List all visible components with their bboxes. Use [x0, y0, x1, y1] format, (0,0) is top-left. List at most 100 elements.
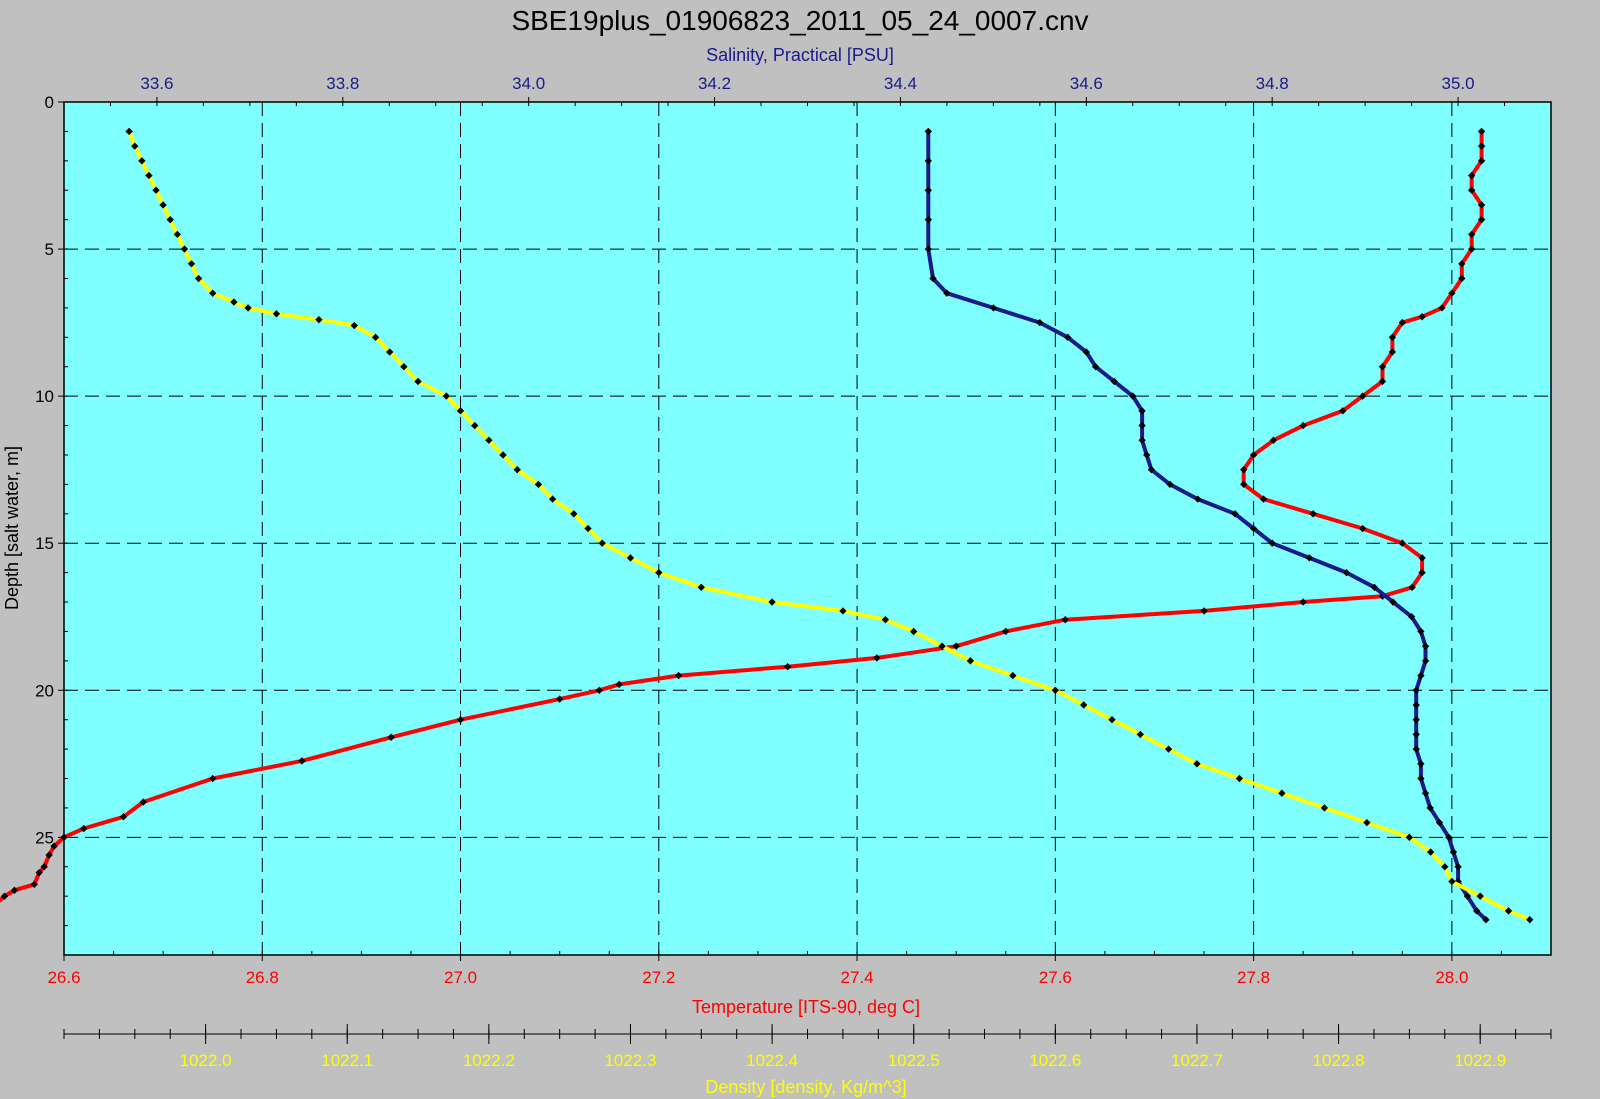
salinity-point — [1143, 451, 1151, 459]
density-point — [584, 524, 592, 533]
salinity-tick-label: 34.2 — [698, 74, 731, 93]
salinity-point — [1463, 892, 1472, 900]
density-point — [1051, 686, 1060, 694]
temperature-point — [1378, 377, 1387, 386]
temperature-point — [783, 663, 792, 671]
salinity-point — [1036, 318, 1044, 327]
salinity-point — [1426, 804, 1434, 812]
salinity-tick-label: 35.0 — [1442, 74, 1475, 93]
chart-title: SBE19plus_01906823_2011_05_24_0007.cnv — [511, 5, 1088, 36]
salinity-point — [1412, 730, 1420, 739]
temperature-tick-label: 27.0 — [444, 968, 477, 987]
density-point — [1164, 745, 1173, 753]
density-point — [1193, 760, 1201, 768]
density-point — [1426, 848, 1435, 856]
salinity-tick-label: 34.6 — [1070, 74, 1103, 93]
density-point — [194, 274, 203, 283]
temperature-point — [1477, 201, 1486, 209]
temperature-point — [674, 671, 683, 680]
temperature-point — [1200, 607, 1208, 615]
density-point — [131, 142, 139, 150]
salinity-point — [943, 289, 951, 297]
temperature-point — [139, 798, 147, 806]
salinity-point — [1138, 407, 1146, 415]
density-series — [125, 127, 1534, 924]
temperature-point — [1339, 407, 1347, 415]
salinity-point — [1473, 907, 1481, 915]
temperature-tick-label: 26.6 — [47, 968, 80, 987]
density-tick-label: 1022.1 — [321, 1051, 373, 1070]
density-axis-title: Density [density, Kg/m^3] — [705, 1077, 906, 1097]
density-point — [152, 186, 160, 194]
temperature-point — [387, 733, 395, 742]
temperature-point — [1418, 554, 1426, 562]
plot-area — [63, 101, 1552, 956]
density-point — [485, 436, 493, 444]
salinity-point — [1412, 745, 1420, 753]
temperature-tick-label: 27.8 — [1237, 968, 1270, 987]
density-point — [513, 465, 521, 474]
temperature-point — [298, 757, 306, 765]
depth-tick-label: 20 — [35, 681, 54, 700]
salinity-tick-label: 34.8 — [1256, 74, 1289, 93]
density-point — [371, 333, 380, 341]
salinity-point — [924, 216, 933, 224]
temperature-point — [1468, 230, 1476, 239]
density-tick-label: 1022.0 — [180, 1051, 232, 1070]
density-tick-label: 1022.7 — [1171, 1051, 1223, 1070]
salinity-point — [1412, 716, 1420, 724]
density-point — [315, 316, 323, 324]
density-point — [881, 616, 890, 624]
density-point — [145, 171, 153, 180]
salinity-point — [1412, 701, 1420, 709]
salinity-point — [929, 274, 937, 283]
density-point — [244, 304, 252, 312]
salinity-point — [1454, 863, 1462, 871]
temperature-point — [952, 642, 960, 650]
density-point — [534, 480, 543, 489]
density-tick-label: 1022.8 — [1313, 1051, 1365, 1070]
temperature-point — [1458, 274, 1466, 283]
salinity-point — [1342, 568, 1351, 577]
density-point — [125, 127, 133, 136]
density-point — [138, 157, 146, 165]
density-tick-label: 1022.5 — [888, 1051, 940, 1070]
salinity-point — [989, 304, 998, 312]
depth-tick-label: 25 — [35, 828, 54, 847]
depth-tick-label: 5 — [45, 240, 54, 259]
salinity-point — [1417, 760, 1425, 768]
density-tick-label: 1022.9 — [1454, 1051, 1506, 1070]
density-point — [386, 348, 394, 356]
temperature-point — [1477, 215, 1486, 224]
density-tick-label: 1022.4 — [746, 1051, 798, 1070]
salinity-point — [1407, 613, 1416, 621]
temperature-point — [1408, 583, 1416, 592]
salinity-point — [924, 127, 932, 136]
temperature-point — [873, 654, 881, 662]
salinity-tick-label: 33.6 — [140, 74, 173, 93]
temperature-point — [1418, 313, 1426, 321]
density-point — [499, 451, 507, 459]
density-point — [966, 657, 975, 665]
salinity-point — [1305, 554, 1314, 562]
salinity-tick-label: 34.4 — [884, 74, 917, 93]
depth-axis-title: Depth [salt water, m] — [2, 446, 22, 610]
salinity-point — [1194, 495, 1202, 503]
density-point — [471, 421, 479, 430]
depth-tick-label: 0 — [45, 93, 54, 112]
density-point — [1278, 789, 1286, 797]
salinity-point — [1435, 818, 1444, 827]
temperature-point — [1358, 524, 1367, 533]
temperature-point — [1358, 392, 1367, 400]
salinity-point — [1129, 392, 1137, 400]
salinity-axis-title: Salinity, Practical [PSU] — [706, 45, 894, 65]
temperature-point — [1002, 627, 1010, 636]
density-point — [839, 607, 847, 615]
temperature-axis-title: Temperature [ITS-90, deg C] — [692, 997, 920, 1017]
temperature-point — [1438, 304, 1446, 312]
temperature-tick-label: 26.8 — [246, 968, 279, 987]
density-point — [697, 583, 705, 591]
salinity-point — [1417, 774, 1425, 783]
salinity-point — [1091, 363, 1100, 371]
